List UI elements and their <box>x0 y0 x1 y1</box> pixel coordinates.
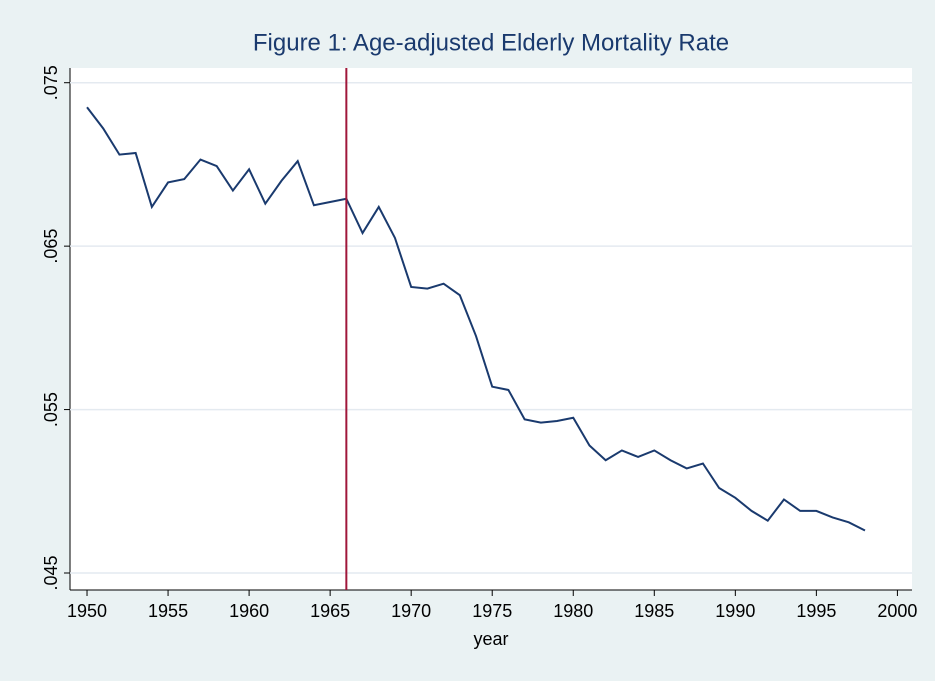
y-tick-label: .075 <box>41 65 61 100</box>
x-tick-label: 1965 <box>310 601 350 621</box>
x-tick-label: 1980 <box>553 601 593 621</box>
y-tick-label: .065 <box>41 229 61 264</box>
x-tick-label: 1985 <box>634 601 674 621</box>
y-tick-label: .055 <box>41 392 61 427</box>
chart-title: Figure 1: Age-adjusted Elderly Mortality… <box>253 29 729 56</box>
x-tick-label: 2000 <box>877 601 917 621</box>
x-tick-label: 1975 <box>472 601 512 621</box>
y-tick-label: .045 <box>41 555 61 590</box>
x-tick-label: 1995 <box>796 601 836 621</box>
x-tick-label: 1970 <box>391 601 431 621</box>
x-tick-label: 1955 <box>148 601 188 621</box>
series-line <box>86 106 866 532</box>
x-tick-label: 1960 <box>229 601 269 621</box>
x-axis-label: year <box>473 629 508 649</box>
x-tick-label: 1990 <box>715 601 755 621</box>
plot-area <box>70 68 912 590</box>
x-tick-label: 1950 <box>67 601 107 621</box>
